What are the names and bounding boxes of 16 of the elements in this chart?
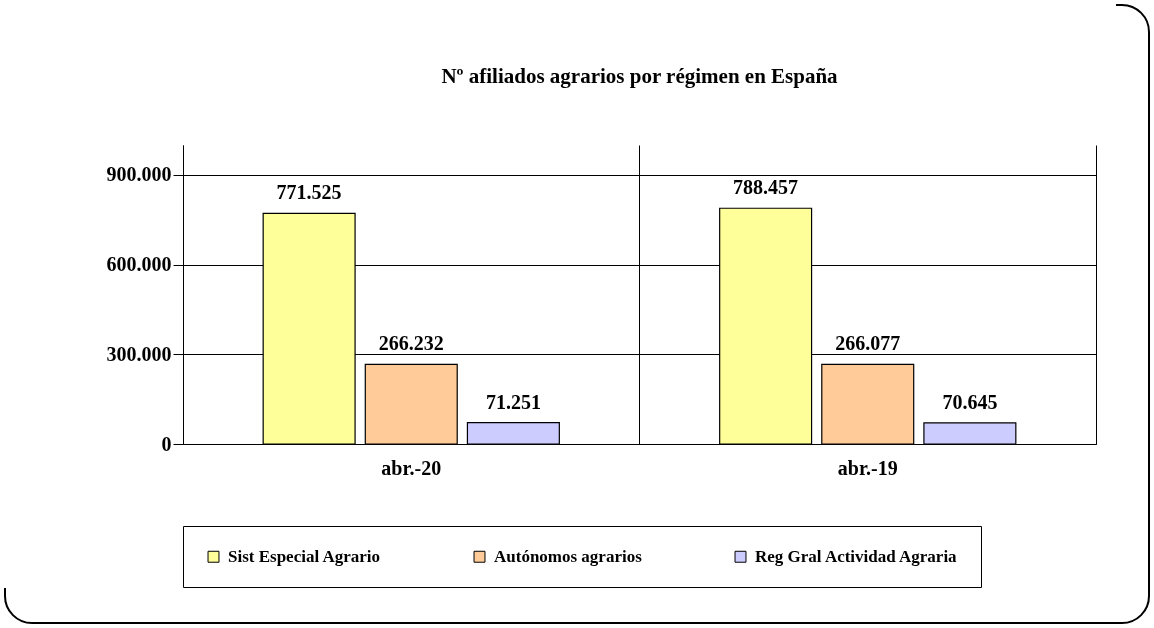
y-tick-label: 600.000 (106, 253, 172, 276)
data-label: 266.077 (835, 332, 901, 355)
data-label: 266.232 (378, 332, 444, 355)
data-label: 71.251 (485, 390, 541, 413)
chart-title: Nº afiliados agrarios por régimen en España (441, 64, 839, 88)
x-tick-label: abr.-19 (837, 456, 898, 479)
legend-label: Sist Especial Agrario (228, 546, 381, 566)
data-label: 70.645 (942, 390, 998, 413)
data-label: 771.525 (276, 181, 342, 204)
x-tick-label: abr.-20 (381, 456, 442, 479)
y-tick-label: 900.000 (106, 163, 172, 186)
y-tick-label: 0 (161, 432, 172, 455)
legend-label: Reg Gral Actividad Agraria (755, 546, 958, 566)
data-label: 788.457 (733, 176, 799, 199)
legend-label: Autónomos agrarios (494, 546, 643, 566)
y-tick-label: 300.000 (106, 342, 172, 365)
